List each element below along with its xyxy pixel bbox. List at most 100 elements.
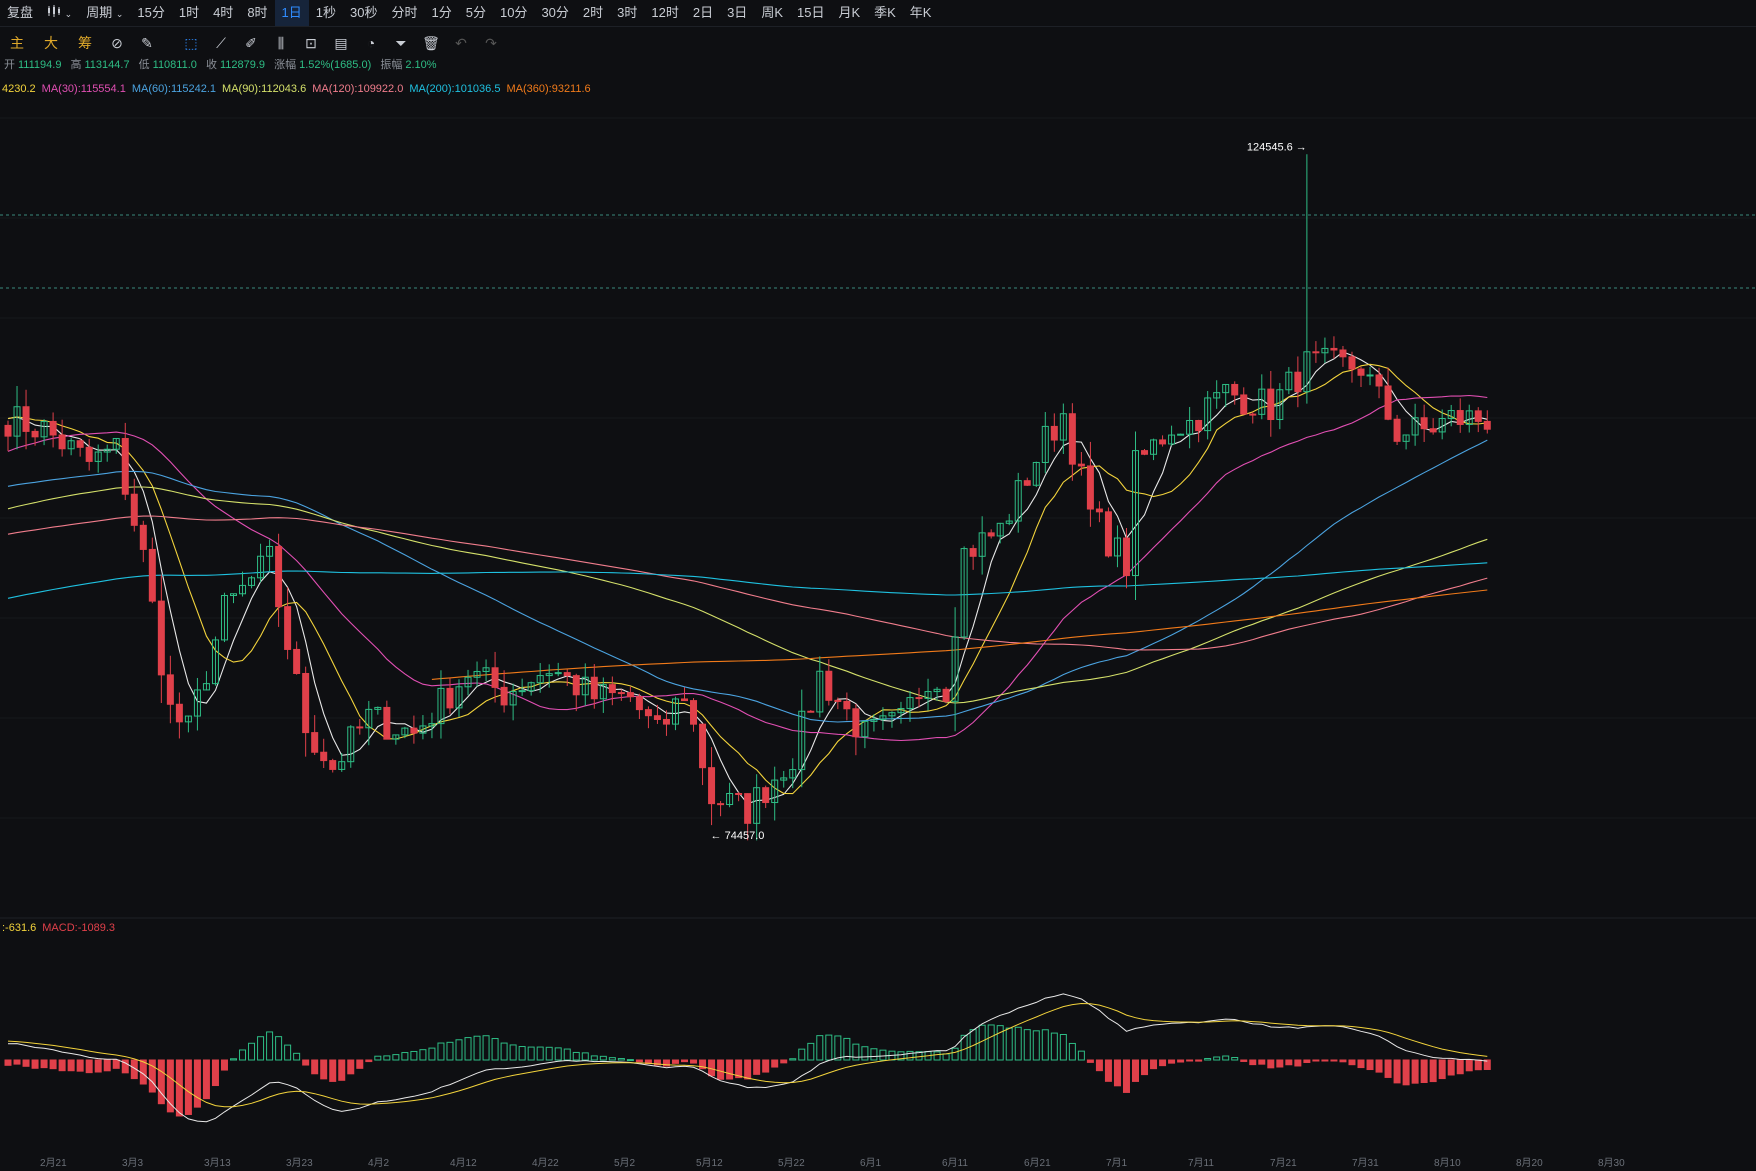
period-option[interactable]: 分时 <box>391 5 418 20</box>
candle-body <box>437 687 445 725</box>
period-option[interactable]: 15分 <box>137 5 165 20</box>
macd-histogram-bar <box>617 1058 625 1061</box>
main-indicator-button[interactable]: 主 <box>10 35 24 51</box>
period-option[interactable]: 1时 <box>178 5 200 20</box>
filter-icon[interactable]: ⏷ <box>395 34 407 51</box>
candle-body <box>1240 394 1248 415</box>
macd-histogram-bar <box>1122 1059 1130 1093</box>
candle-body <box>1041 425 1049 463</box>
candle-body <box>1249 413 1257 416</box>
period-option[interactable]: 2日 <box>692 5 714 20</box>
macd-histogram-bar <box>762 1059 770 1073</box>
x-axis-date-label: 7月1 <box>1106 1157 1128 1169</box>
macd-histogram-bar <box>1321 1059 1329 1062</box>
period-option[interactable]: 3时 <box>617 5 638 20</box>
candle-body <box>157 600 165 676</box>
x-axis-date-label: 6月1 <box>860 1157 882 1169</box>
candle-body <box>1483 420 1491 430</box>
ma-legend-item: MA(60):115242.1 <box>132 83 216 95</box>
period-option[interactable]: 4时 <box>213 5 234 20</box>
period-option[interactable]: 1日 <box>274 0 309 26</box>
trash-icon[interactable]: 🗑 <box>422 34 440 51</box>
macd-histogram-bar <box>491 1038 499 1061</box>
candlestick-icon[interactable]: ⌄ <box>40 0 79 26</box>
candle-body <box>987 532 995 537</box>
high-price-marker: 124545.6 → <box>1247 141 1307 153</box>
macd-histogram-bar <box>1014 1026 1022 1061</box>
macd-histogram-bar <box>545 1046 553 1061</box>
macd-histogram-bar <box>1068 1042 1076 1061</box>
period-option[interactable]: 15日 <box>796 5 825 20</box>
redo-icon[interactable]: ↷ <box>485 34 497 51</box>
period-option[interactable]: 2时 <box>582 5 604 20</box>
macd-histogram-bar <box>1150 1059 1158 1070</box>
macd-histogram-bar <box>374 1055 382 1061</box>
replay-button[interactable]: 复盘 <box>7 5 34 20</box>
ma-line-ma10 <box>7 363 1488 795</box>
undo-icon[interactable]: ↶ <box>455 34 467 51</box>
period-dropdown[interactable]: 周期 ⌄ <box>79 0 130 26</box>
cursor-icon[interactable]: ⬚ <box>184 34 198 51</box>
period-option[interactable]: 3日 <box>727 5 748 20</box>
candle-body <box>1204 397 1212 432</box>
ruler-icon[interactable]: ⟋ <box>216 34 226 51</box>
candle-body <box>942 688 950 702</box>
macd-histogram-bar <box>347 1059 355 1075</box>
chips-button[interactable]: 筹 <box>78 35 92 51</box>
period-option[interactable]: 1秒 <box>315 5 337 20</box>
macd-histogram-bar <box>1330 1059 1338 1062</box>
candle-body <box>1474 410 1482 422</box>
macd-histogram-bar <box>509 1044 517 1061</box>
period-option[interactable]: 周K <box>761 5 783 20</box>
macd-histogram-bar <box>184 1059 192 1115</box>
period-option[interactable]: 8时 <box>247 5 268 20</box>
period-option[interactable]: 季K <box>874 5 896 20</box>
candle-body <box>1375 374 1383 387</box>
period-option[interactable]: 30秒 <box>350 5 378 20</box>
macd-histogram-bar <box>40 1059 48 1069</box>
macd-histogram-bar <box>1249 1059 1257 1066</box>
period-option[interactable]: 年K <box>909 5 932 20</box>
macd-histogram-bar <box>1366 1059 1374 1071</box>
period-option[interactable]: 12时 <box>651 5 679 20</box>
candle-body <box>1177 433 1185 436</box>
macd-histogram-bar <box>401 1052 409 1061</box>
brush-icon[interactable]: ✎ <box>141 34 153 51</box>
candle-body <box>1023 480 1031 486</box>
pencil-icon[interactable]: ✐ <box>245 34 257 51</box>
period-option[interactable]: 10分 <box>499 5 528 20</box>
ma-line-ma90 <box>7 486 1488 704</box>
period-option[interactable]: 5分 <box>465 5 486 20</box>
drawing-toolbar: 主 大 筹 ⊘ ✎ ⬚ ⟋ ✐ ⫼ ⊡ ▤ ◔ ⏷ 🗑 ↶ ↷ <box>0 28 1756 58</box>
candle-body <box>699 723 707 769</box>
candle-body <box>590 676 598 700</box>
candle-body <box>365 708 373 729</box>
macd-histogram-bar <box>94 1059 102 1073</box>
period-option[interactable]: 月K <box>838 5 861 20</box>
candle-body <box>1429 428 1437 433</box>
large-order-button[interactable]: 大 <box>44 35 58 51</box>
macd-histogram-bar <box>275 1036 283 1061</box>
notes-icon[interactable]: ▤ <box>334 34 348 51</box>
magnet-icon[interactable]: ◔ <box>366 35 376 51</box>
candle-body <box>464 676 472 688</box>
macd-dif-line <box>7 993 1488 1123</box>
lock-icon[interactable]: ⊡ <box>305 34 317 51</box>
indicator-settings-icon[interactable]: ⊘ <box>111 34 123 51</box>
price-chart[interactable]: 124545.6 → ← 74457.0 2月21 3月3 3月13 3月23 4月2 4月… <box>0 58 1756 1171</box>
macd-histogram-bar <box>1465 1059 1473 1072</box>
candle-body <box>888 712 896 717</box>
interval-icon[interactable]: ⫼ <box>277 34 285 51</box>
period-option[interactable]: 1分 <box>431 5 452 20</box>
candle-body <box>13 406 21 437</box>
macd-histogram-bar <box>1231 1056 1239 1061</box>
candle-body <box>193 689 201 717</box>
macd-histogram-bar <box>1438 1059 1446 1080</box>
period-option[interactable]: 30分 <box>541 5 569 20</box>
macd-histogram-bar <box>906 1050 914 1061</box>
candle-body <box>599 684 607 700</box>
macd-histogram-bar <box>1375 1059 1383 1073</box>
macd-histogram-bar <box>1420 1059 1428 1084</box>
candle-body <box>1231 383 1239 396</box>
candle-body <box>1438 418 1446 433</box>
